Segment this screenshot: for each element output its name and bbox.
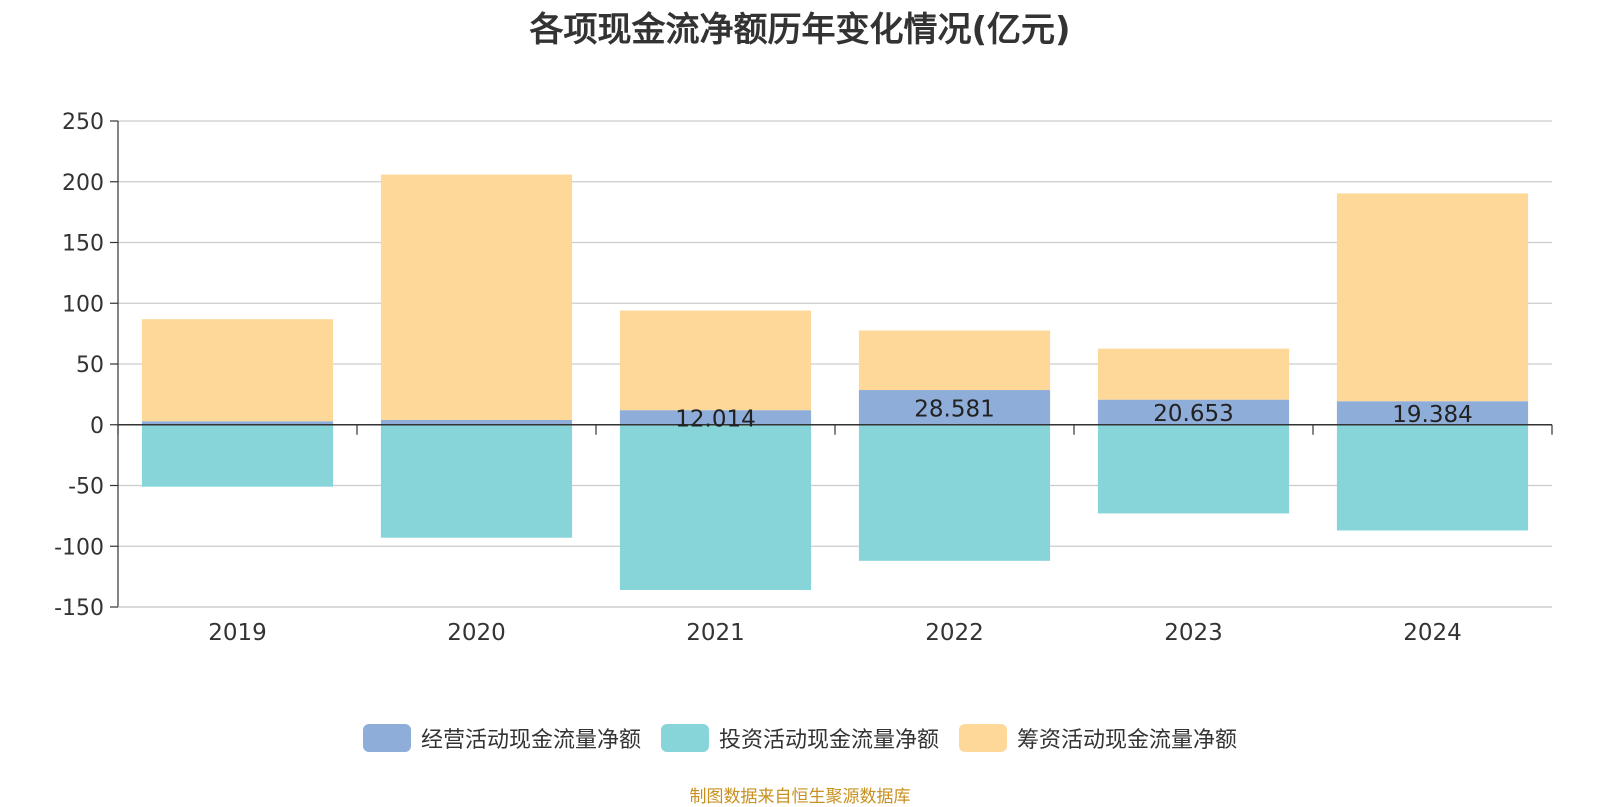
y-tick-label: 50 <box>76 353 104 378</box>
bar-2021-series-2 <box>619 310 812 411</box>
y-tick-label: 150 <box>62 232 104 257</box>
y-tick-label: 0 <box>90 414 104 439</box>
bar-2024-series-1 <box>1336 424 1529 531</box>
bar-2020-series-1 <box>380 424 573 538</box>
bar-2022-series-2 <box>858 330 1051 391</box>
bar-2020-series-0 <box>380 420 573 425</box>
data-label-2022: 28.581 <box>914 396 994 422</box>
bar-2019-series-0 <box>141 421 334 425</box>
legend-swatch <box>362 724 411 752</box>
x-tick-label: 2020 <box>447 620 506 646</box>
bar-2022-series-1 <box>858 424 1051 561</box>
legend-swatch <box>660 724 709 752</box>
bar-2023-series-2 <box>1097 348 1290 400</box>
bar-2024-series-2 <box>1336 193 1529 402</box>
bar-2020-series-2 <box>380 174 573 421</box>
chart-title: 各项现金流净额历年变化情况(亿元) <box>529 10 1071 50</box>
legend: 经营活动现金流量净额 投资活动现金流量净额 筹资活动现金流量净额 <box>0 720 1600 756</box>
source-note: 制图数据来自恒生聚源数据库 <box>689 787 911 807</box>
legend-item-0[interactable]: 经营活动现金流量净额 <box>362 722 641 754</box>
x-tick-label: 2021 <box>686 620 745 646</box>
legend-item-2[interactable]: 筹资活动现金流量净额 <box>959 722 1237 754</box>
bar-chart: 250 200 150 100 50 0 -50 -100 -150 2019 2020 2021 20… <box>54 110 1553 646</box>
bars <box>141 174 1529 590</box>
bar-2021-series-1 <box>619 424 812 590</box>
data-label-2023: 20.653 <box>1153 401 1233 427</box>
y-tick-label: -50 <box>68 475 104 500</box>
legend-item-1[interactable]: 投资活动现金流量净额 <box>660 722 939 754</box>
legend-swatch <box>959 724 1007 752</box>
y-tick-label: -150 <box>54 596 104 621</box>
bar-2021-series-0 <box>619 410 812 425</box>
legend-label: 投资活动现金流量净额 <box>718 728 939 753</box>
legend-label: 经营活动现金流量净额 <box>420 728 641 753</box>
bar-2023-series-1 <box>1097 424 1290 514</box>
bar-2019-series-2 <box>141 319 334 422</box>
axes: 250 200 150 100 50 0 -50 -100 -150 2019 2020 2021 20… <box>54 110 1553 646</box>
bar-2024-series-0 <box>1336 401 1529 425</box>
x-tick-label: 2022 <box>925 620 984 646</box>
x-tick-label: 2024 <box>1403 620 1462 646</box>
y-tick-label: 200 <box>62 171 104 196</box>
data-label-2024: 19.384 <box>1392 402 1472 428</box>
legend-label: 筹资活动现金流量净额 <box>1017 728 1238 753</box>
bar-2023-series-0 <box>1097 399 1290 425</box>
y-tick-label: 100 <box>62 292 104 317</box>
x-tick-label: 2023 <box>1164 620 1223 646</box>
y-tick-label: -100 <box>54 535 104 560</box>
data-label-2021: 12.014 <box>675 406 755 432</box>
y-tick-label: 250 <box>62 110 104 135</box>
data-labels: 12.014 28.581 20.653 19.384 <box>675 396 1472 432</box>
bar-2019-series-1 <box>141 424 334 487</box>
x-tick-label: 2019 <box>208 620 267 646</box>
bar-2022-series-0 <box>858 390 1051 425</box>
